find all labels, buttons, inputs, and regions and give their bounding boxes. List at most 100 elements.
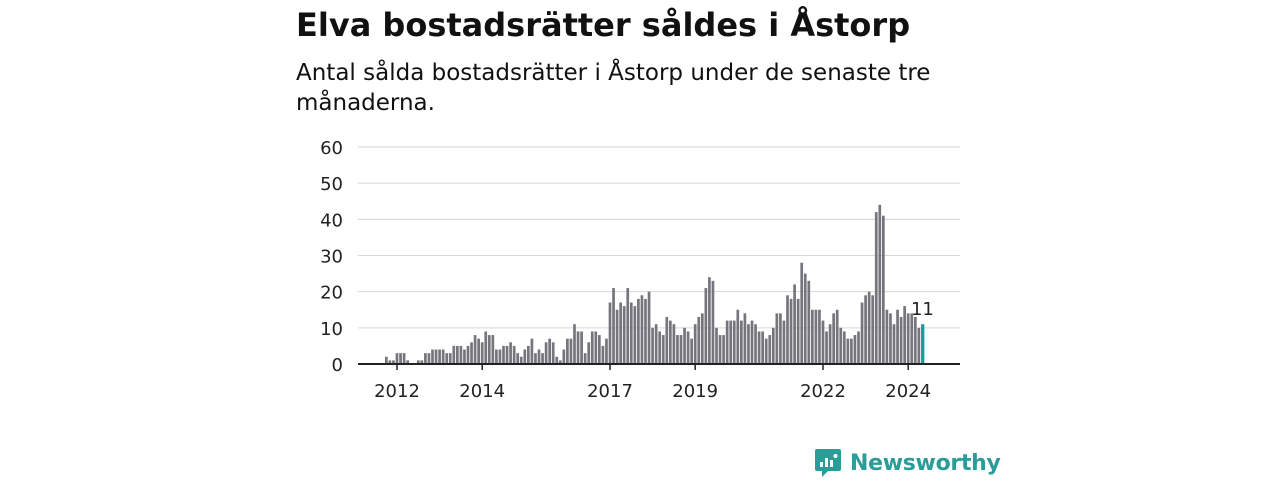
bar	[530, 338, 534, 364]
bar	[732, 320, 736, 364]
bar	[548, 338, 551, 364]
bar	[558, 360, 562, 364]
bar	[906, 313, 910, 364]
bar	[612, 288, 615, 364]
bar	[608, 302, 612, 364]
bar	[913, 316, 917, 364]
bar	[640, 295, 644, 364]
bar	[743, 313, 747, 364]
bar	[700, 313, 704, 364]
bar	[842, 331, 846, 364]
x-tick-label: 2022	[800, 381, 846, 402]
bar	[800, 262, 804, 364]
bar	[541, 353, 544, 364]
bar	[786, 295, 789, 364]
bar	[534, 353, 537, 364]
bar	[512, 345, 516, 364]
bar	[388, 360, 392, 364]
bar	[551, 342, 555, 364]
bar	[846, 338, 850, 364]
bar	[818, 309, 821, 364]
bar	[896, 309, 899, 364]
bar	[839, 327, 843, 364]
bar	[622, 306, 626, 364]
bar	[480, 342, 484, 364]
bar	[448, 353, 452, 364]
bar-chart: 0 10 20 30 40 50 60 2012 2014 2017 2019 2022 2024 11	[320, 138, 960, 402]
bar	[431, 349, 434, 364]
bar	[569, 338, 573, 364]
bar	[392, 360, 395, 364]
bar	[775, 313, 779, 364]
x-tick-label: 2019	[672, 381, 718, 402]
bar	[402, 353, 406, 364]
bar	[658, 331, 662, 364]
bar	[676, 335, 679, 364]
bar	[821, 320, 825, 364]
bar	[885, 309, 889, 364]
bar	[672, 324, 676, 364]
bar	[406, 360, 409, 364]
x-tick-label: 2014	[459, 381, 505, 402]
bar	[757, 331, 761, 364]
x-tick-label: 2024	[885, 381, 931, 402]
bar	[502, 345, 505, 364]
bar	[835, 309, 839, 364]
bar	[651, 327, 654, 364]
bar	[828, 324, 832, 364]
bar	[771, 327, 775, 364]
bar	[562, 349, 566, 364]
bar	[715, 327, 718, 364]
bar	[832, 313, 835, 364]
bar	[583, 353, 587, 364]
bar	[463, 349, 466, 364]
bar	[750, 320, 754, 364]
x-tick-label: 2017	[587, 381, 633, 402]
bar	[619, 302, 622, 364]
bar	[573, 324, 576, 364]
bar	[654, 324, 658, 364]
bar	[796, 298, 800, 364]
bar	[441, 349, 445, 364]
brand-name: Newsworthy	[850, 450, 1001, 476]
bar	[814, 309, 818, 364]
bar	[686, 331, 690, 364]
bar	[445, 353, 449, 364]
bar	[683, 327, 686, 364]
y-tick-label: 30	[320, 247, 343, 268]
bar	[629, 302, 633, 364]
bar	[740, 320, 743, 364]
bar	[779, 313, 782, 364]
y-tick-label: 60	[320, 138, 343, 159]
bar	[768, 335, 772, 364]
y-tick-label: 0	[332, 355, 343, 376]
bar	[910, 313, 914, 364]
bar	[761, 331, 764, 364]
bar	[789, 298, 793, 364]
bar	[903, 306, 906, 364]
bar	[889, 313, 892, 364]
bar	[708, 277, 711, 364]
bar	[420, 360, 424, 364]
bar	[605, 338, 608, 364]
bar	[576, 331, 580, 364]
bar	[459, 345, 463, 364]
bar	[466, 345, 470, 364]
bar	[661, 335, 665, 364]
bar	[385, 356, 388, 364]
bar	[693, 324, 697, 364]
bar	[864, 295, 867, 364]
bar	[711, 280, 715, 364]
bar	[669, 320, 672, 364]
bar	[747, 324, 750, 364]
bar	[892, 324, 896, 364]
bar	[871, 295, 875, 364]
bar	[782, 320, 786, 364]
bar	[484, 331, 488, 364]
bar	[857, 331, 860, 364]
bar	[647, 291, 651, 364]
bar	[527, 345, 530, 364]
bar	[523, 349, 527, 364]
bar	[736, 309, 740, 364]
y-tick-label: 20	[320, 283, 343, 304]
